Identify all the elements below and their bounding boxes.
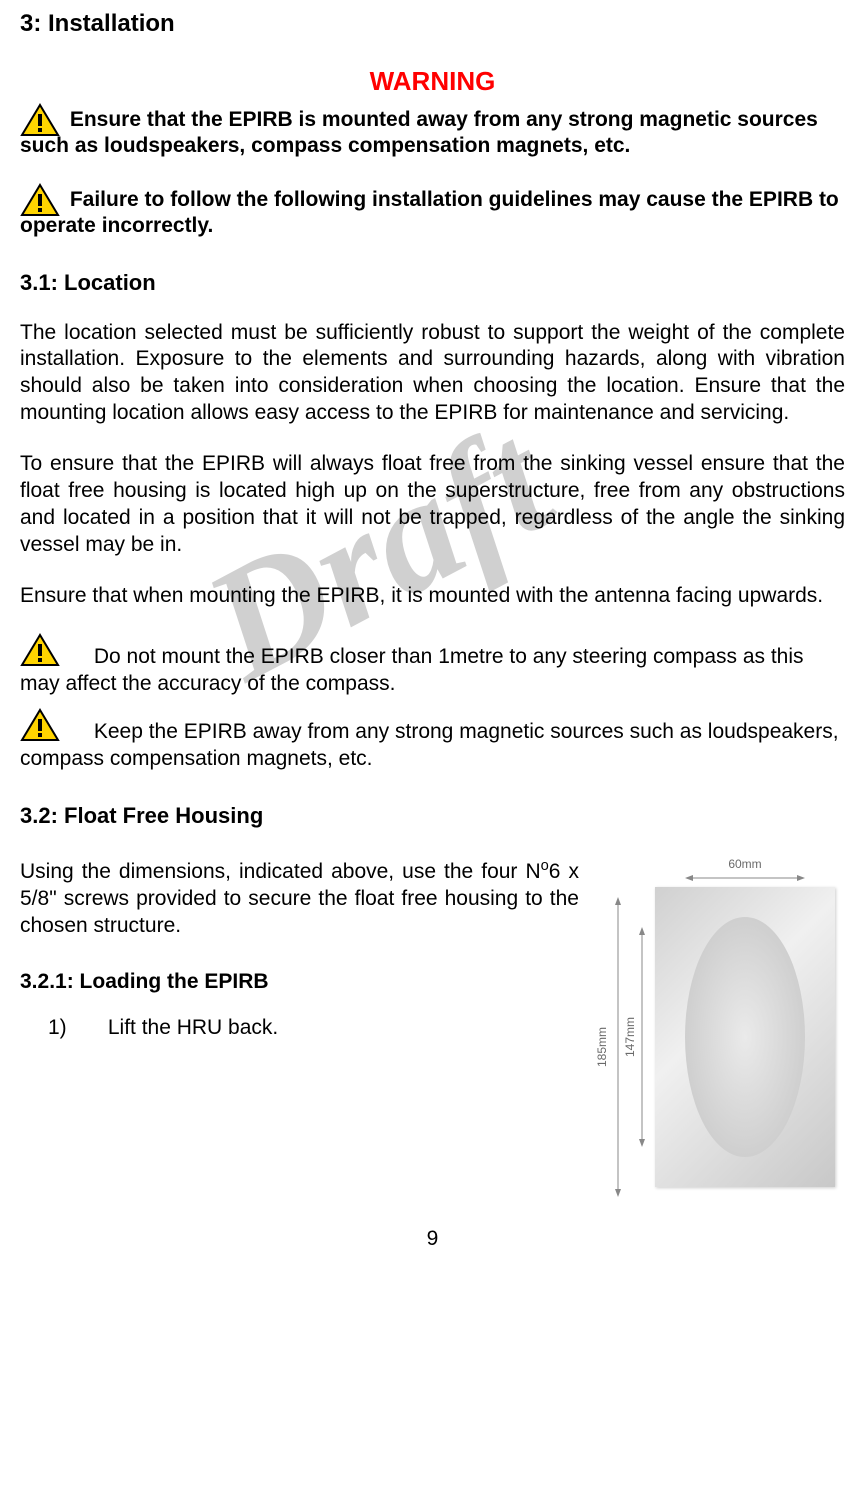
page-number: 9 [20,1227,845,1251]
float-free-para: Using the dimensions, indicated above, u… [20,857,579,940]
subsection-heading-location: 3.1: Location [20,270,845,296]
warning-triangle-icon [20,183,60,217]
subsub-heading-loading: 3.2.1: Loading the EPIRB [20,970,579,994]
warning-item-2: Failure to follow the following installa… [20,183,845,239]
step-1: 1) Lift the HRU back. [20,1016,579,1040]
dimension-side-outer: 185mm [595,897,623,1197]
caution-text-2: Keep the EPIRB away from any strong magn… [20,720,839,770]
caution-text-1: Do not mount the EPIRB closer than 1metr… [20,645,804,695]
warning-triangle-icon [20,708,60,750]
subsection-heading-floatfree: 3.2: Float Free Housing [20,803,845,829]
section-heading-installation: 3: Installation [20,10,845,38]
warning-triangle-icon [20,103,60,137]
location-para-2: To ensure that the EPIRB will always flo… [20,451,845,559]
warning-item-1: Ensure that the EPIRB is mounted away fr… [20,103,845,159]
warning-heading: WARNING [20,66,845,97]
dimension-side-inner: 147mm [623,927,647,1147]
dimension-side2-label: 147mm [623,1017,637,1057]
caution-item-1: Do not mount the EPIRB closer than 1metr… [20,633,845,698]
dimension-top-arrow [655,873,835,883]
location-para-3: Ensure that when mounting the EPIRB, it … [20,583,845,610]
step-1-text: Lift the HRU back. [108,1016,278,1039]
warning-text-1: Ensure that the EPIRB is mounted away fr… [20,108,818,157]
warning-triangle-icon [20,633,60,675]
dimension-top-label: 60mm [655,857,835,871]
caution-item-2: Keep the EPIRB away from any strong magn… [20,708,845,773]
location-para-1: The location selected must be sufficient… [20,320,845,428]
float-free-row: Using the dimensions, indicated above, u… [20,857,845,1187]
dimension-side1-label: 185mm [595,1027,609,1067]
step-1-num: 1) [48,1016,102,1040]
product-photo [655,887,835,1187]
float-free-image-container: 60mm 185mm 147mm [595,857,845,1187]
warning-text-2: Failure to follow the following installa… [20,188,839,237]
